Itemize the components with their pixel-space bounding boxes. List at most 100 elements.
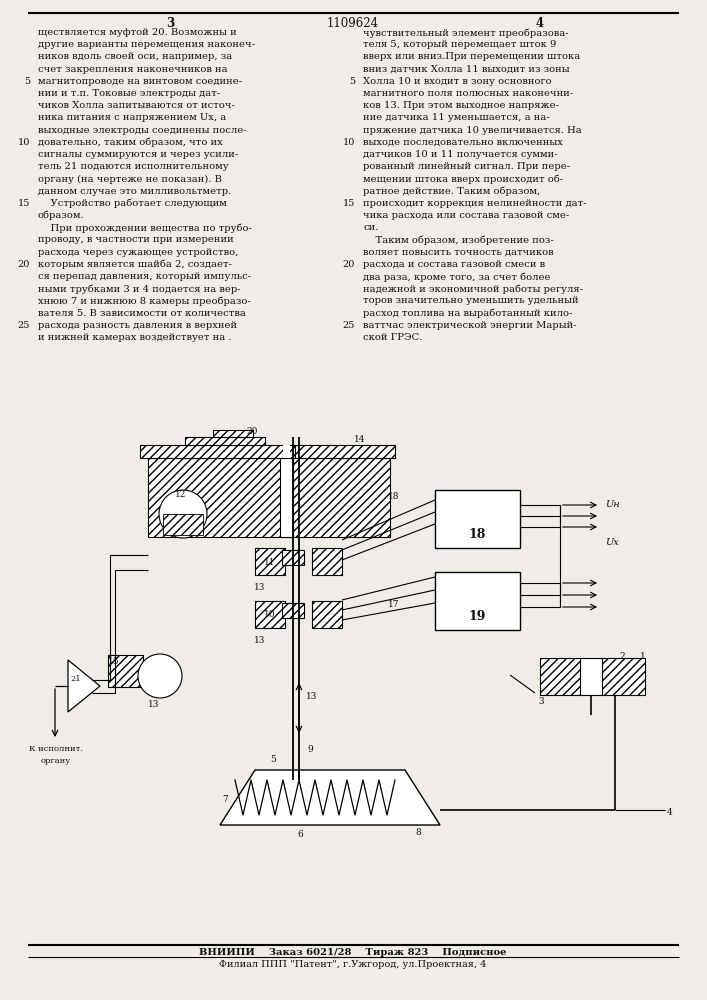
Text: тель 21 подаются исполнительному: тель 21 подаются исполнительному bbox=[38, 162, 228, 171]
Text: 12: 12 bbox=[175, 490, 187, 499]
Bar bbox=[185, 437, 265, 445]
Text: Филиал ППП "Патент", г.Ужгород, ул.Проектная, 4: Филиал ППП "Патент", г.Ужгород, ул.Проек… bbox=[219, 960, 486, 969]
Text: ваттчас электрической энергии Марый-: ваттчас электрической энергии Марый- bbox=[363, 321, 577, 330]
Bar bbox=[435, 490, 520, 548]
Text: 14: 14 bbox=[354, 435, 366, 444]
Text: вверх или вниз.При перемещении штока: вверх или вниз.При перемещении штока bbox=[363, 52, 580, 61]
Text: 17: 17 bbox=[388, 600, 399, 609]
Text: 21: 21 bbox=[70, 675, 81, 683]
Text: счет закрепления наконечников на: счет закрепления наконечников на bbox=[38, 65, 228, 74]
Text: 4: 4 bbox=[536, 17, 544, 30]
Text: 13: 13 bbox=[306, 692, 317, 701]
Text: воляет повысить точность датчиков: воляет повысить точность датчиков bbox=[363, 248, 554, 257]
Text: 20: 20 bbox=[18, 260, 30, 269]
Bar bbox=[163, 514, 203, 535]
Bar bbox=[295, 445, 395, 458]
Text: 18: 18 bbox=[468, 528, 486, 541]
Text: ков 13. При этом выходное напряже-: ков 13. При этом выходное напряже- bbox=[363, 101, 559, 110]
Text: Таким образом, изобретение поз-: Таким образом, изобретение поз- bbox=[363, 235, 554, 245]
Bar bbox=[140, 445, 295, 458]
Text: 15: 15 bbox=[18, 199, 30, 208]
Text: датчиков 10 и 11 получается сумми-: датчиков 10 и 11 получается сумми- bbox=[363, 150, 558, 159]
Text: другие варианты перемещения наконеч-: другие варианты перемещения наконеч- bbox=[38, 40, 255, 49]
Text: 1109624: 1109624 bbox=[327, 17, 379, 30]
Bar bbox=[312, 548, 342, 575]
Text: 7: 7 bbox=[222, 795, 228, 804]
Text: теля 5, который перемещает шток 9: теля 5, который перемещает шток 9 bbox=[363, 40, 556, 49]
Text: чиков Холла запитываются от источ-: чиков Холла запитываются от источ- bbox=[38, 101, 235, 110]
Text: торов значительно уменьшить удельный: торов значительно уменьшить удельный bbox=[363, 296, 578, 305]
Text: Uн: Uн bbox=[605, 500, 619, 509]
Text: 6: 6 bbox=[297, 830, 303, 839]
Text: К исполнит.: К исполнит. bbox=[29, 745, 83, 753]
Text: 13: 13 bbox=[148, 700, 159, 709]
Text: нии и т.п. Токовые электроды дат-: нии и т.п. Токовые электроды дат- bbox=[38, 89, 221, 98]
Bar bbox=[540, 658, 582, 695]
Text: чувствительный элемент преобразова-: чувствительный элемент преобразова- bbox=[363, 28, 568, 37]
Bar bbox=[148, 458, 290, 537]
Text: расхода и состава газовой смеси в: расхода и состава газовой смеси в bbox=[363, 260, 545, 269]
Text: Устройство работает следующим: Устройство работает следующим bbox=[38, 199, 227, 208]
Text: ников вдоль своей оси, например, за: ников вдоль своей оси, например, за bbox=[38, 52, 233, 61]
Text: ратное действие. Таким образом,: ратное действие. Таким образом, bbox=[363, 187, 540, 196]
Text: проводу, в частности при измерении: проводу, в частности при измерении bbox=[38, 235, 234, 244]
Text: магнитопроводе на винтовом соедине-: магнитопроводе на винтовом соедине- bbox=[38, 77, 242, 86]
Text: 15: 15 bbox=[343, 199, 355, 208]
Text: 10: 10 bbox=[264, 610, 276, 619]
Text: 10: 10 bbox=[18, 138, 30, 147]
Text: 18: 18 bbox=[388, 492, 399, 501]
Bar bbox=[435, 572, 520, 630]
Bar bbox=[255, 601, 285, 628]
Text: ществляется муфтой 20. Возможны и: ществляется муфтой 20. Возможны и bbox=[38, 28, 237, 37]
Circle shape bbox=[138, 654, 182, 698]
Text: данном случае это милливольтметр.: данном случае это милливольтметр. bbox=[38, 187, 231, 196]
Text: 2: 2 bbox=[619, 652, 624, 661]
Text: Uх: Uх bbox=[605, 538, 619, 547]
Bar bbox=[255, 548, 285, 575]
Text: выходе последовательно включенных: выходе последовательно включенных bbox=[363, 138, 563, 147]
Text: 15: 15 bbox=[108, 657, 119, 666]
Text: расхода через сужающее устройство,: расхода через сужающее устройство, bbox=[38, 248, 238, 257]
Bar bbox=[580, 658, 602, 695]
Circle shape bbox=[159, 490, 207, 538]
Text: вниз датчик Холла 11 выходит из зоны: вниз датчик Холла 11 выходит из зоны bbox=[363, 65, 570, 74]
Polygon shape bbox=[220, 770, 440, 825]
Text: органу (на чертеже не показан). В: органу (на чертеже не показан). В bbox=[38, 174, 222, 184]
Bar bbox=[282, 550, 304, 565]
Text: 19: 19 bbox=[468, 610, 486, 623]
Text: ВНИИПИ    Заказ 6021/28    Тираж 823    Подписное: ВНИИПИ Заказ 6021/28 Тираж 823 Подписное bbox=[199, 948, 507, 957]
Text: образом.: образом. bbox=[38, 211, 85, 221]
Text: 5: 5 bbox=[349, 77, 355, 86]
Text: ние датчика 11 уменьшается, а на-: ние датчика 11 уменьшается, а на- bbox=[363, 113, 550, 122]
Text: надежной и экономичной работы регуля-: надежной и экономичной работы регуля- bbox=[363, 284, 583, 294]
Bar bbox=[280, 458, 293, 537]
Text: рованный линейный сигнал. При пере-: рованный линейный сигнал. При пере- bbox=[363, 162, 570, 171]
Text: и нижней камерах воздействует на .: и нижней камерах воздействует на . bbox=[38, 333, 231, 342]
Bar bbox=[282, 603, 304, 618]
Bar bbox=[290, 458, 390, 537]
Text: ника питания с напряжением Ux, а: ника питания с напряжением Ux, а bbox=[38, 113, 226, 122]
Text: 25: 25 bbox=[18, 321, 30, 330]
Text: хнюю 7 и нижнюю 8 камеры преобразо-: хнюю 7 и нижнюю 8 камеры преобразо- bbox=[38, 296, 251, 306]
Bar bbox=[108, 655, 143, 687]
Text: ными трубками 3 и 4 подается на вер-: ными трубками 3 и 4 подается на вер- bbox=[38, 284, 240, 294]
Text: выходные электроды соединены после-: выходные электроды соединены после- bbox=[38, 126, 247, 135]
Text: сигналы суммируются и через усили-: сигналы суммируются и через усили- bbox=[38, 150, 238, 159]
Text: 4: 4 bbox=[667, 808, 673, 817]
Text: вателя 5. В зависимости от количества: вателя 5. В зависимости от количества bbox=[38, 309, 246, 318]
Bar bbox=[213, 430, 253, 437]
Text: 10: 10 bbox=[343, 138, 355, 147]
Text: два раза, кроме того, за счет более: два раза, кроме того, за счет более bbox=[363, 272, 551, 282]
Text: мещении штока вверх происходит об-: мещении штока вверх происходит об- bbox=[363, 174, 563, 184]
Text: 13: 13 bbox=[254, 636, 265, 645]
Text: 9: 9 bbox=[307, 745, 312, 754]
Text: 20: 20 bbox=[343, 260, 355, 269]
Text: которым является шайба 2, создает-: которым является шайба 2, создает- bbox=[38, 260, 232, 269]
Text: 8: 8 bbox=[415, 828, 421, 837]
Text: Холла 10 и входит в зону основного: Холла 10 и входит в зону основного bbox=[363, 77, 551, 86]
Text: 11: 11 bbox=[264, 558, 276, 567]
Text: При прохождении вещества по трубо-: При прохождении вещества по трубо- bbox=[38, 223, 252, 233]
Text: органу: органу bbox=[41, 757, 71, 765]
Bar bbox=[283, 445, 290, 458]
Text: чика расхода или состава газовой сме-: чика расхода или состава газовой сме- bbox=[363, 211, 569, 220]
